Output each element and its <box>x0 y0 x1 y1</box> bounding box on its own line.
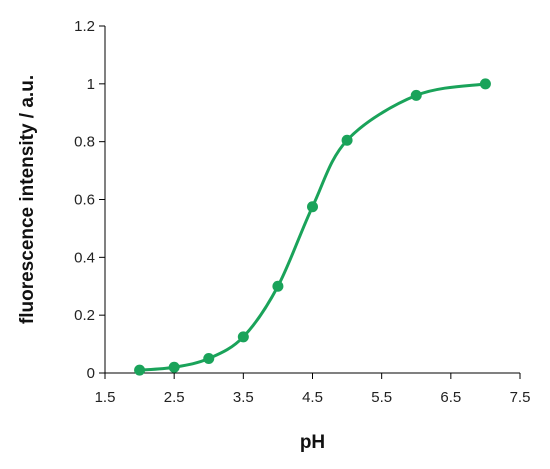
data-point <box>307 201 318 212</box>
data-point <box>238 331 249 342</box>
x-tick-label: 5.5 <box>371 389 392 406</box>
x-tick-label: 6.5 <box>440 389 461 406</box>
axes <box>105 26 520 373</box>
data-point <box>480 78 491 89</box>
y-tick-label: 1 <box>87 76 95 93</box>
x-tick-label: 2.5 <box>164 389 185 406</box>
y-tick-label: 0 <box>87 365 95 382</box>
data-point <box>272 281 283 292</box>
y-axis-title: fluorescence intensity / a.u. <box>17 75 38 324</box>
series-layer <box>134 78 491 375</box>
y-tick-label: 0.4 <box>74 249 95 266</box>
data-point <box>169 362 180 373</box>
x-axis-ticks: 1.5 2.5 3.5 4.5 5.5 6.5 7.5 <box>95 373 531 406</box>
x-tick-label: 1.5 <box>95 389 116 406</box>
data-point <box>342 135 353 146</box>
data-point <box>411 90 422 101</box>
x-tick-label: 7.5 <box>510 389 531 406</box>
y-tick-label: 1.2 <box>74 18 95 35</box>
y-tick-label: 0.2 <box>74 307 95 324</box>
y-axis-ticks: 0 0.2 0.4 0.6 0.8 1 1.2 <box>74 18 105 382</box>
y-tick-label: 0.8 <box>74 134 95 151</box>
x-axis-title: pH <box>300 432 325 453</box>
data-point <box>134 365 145 376</box>
x-tick-label: 4.5 <box>302 389 323 406</box>
x-tick-label: 3.5 <box>233 389 254 406</box>
y-tick-label: 0.6 <box>74 192 95 209</box>
series-line <box>140 84 486 370</box>
data-point <box>203 353 214 364</box>
